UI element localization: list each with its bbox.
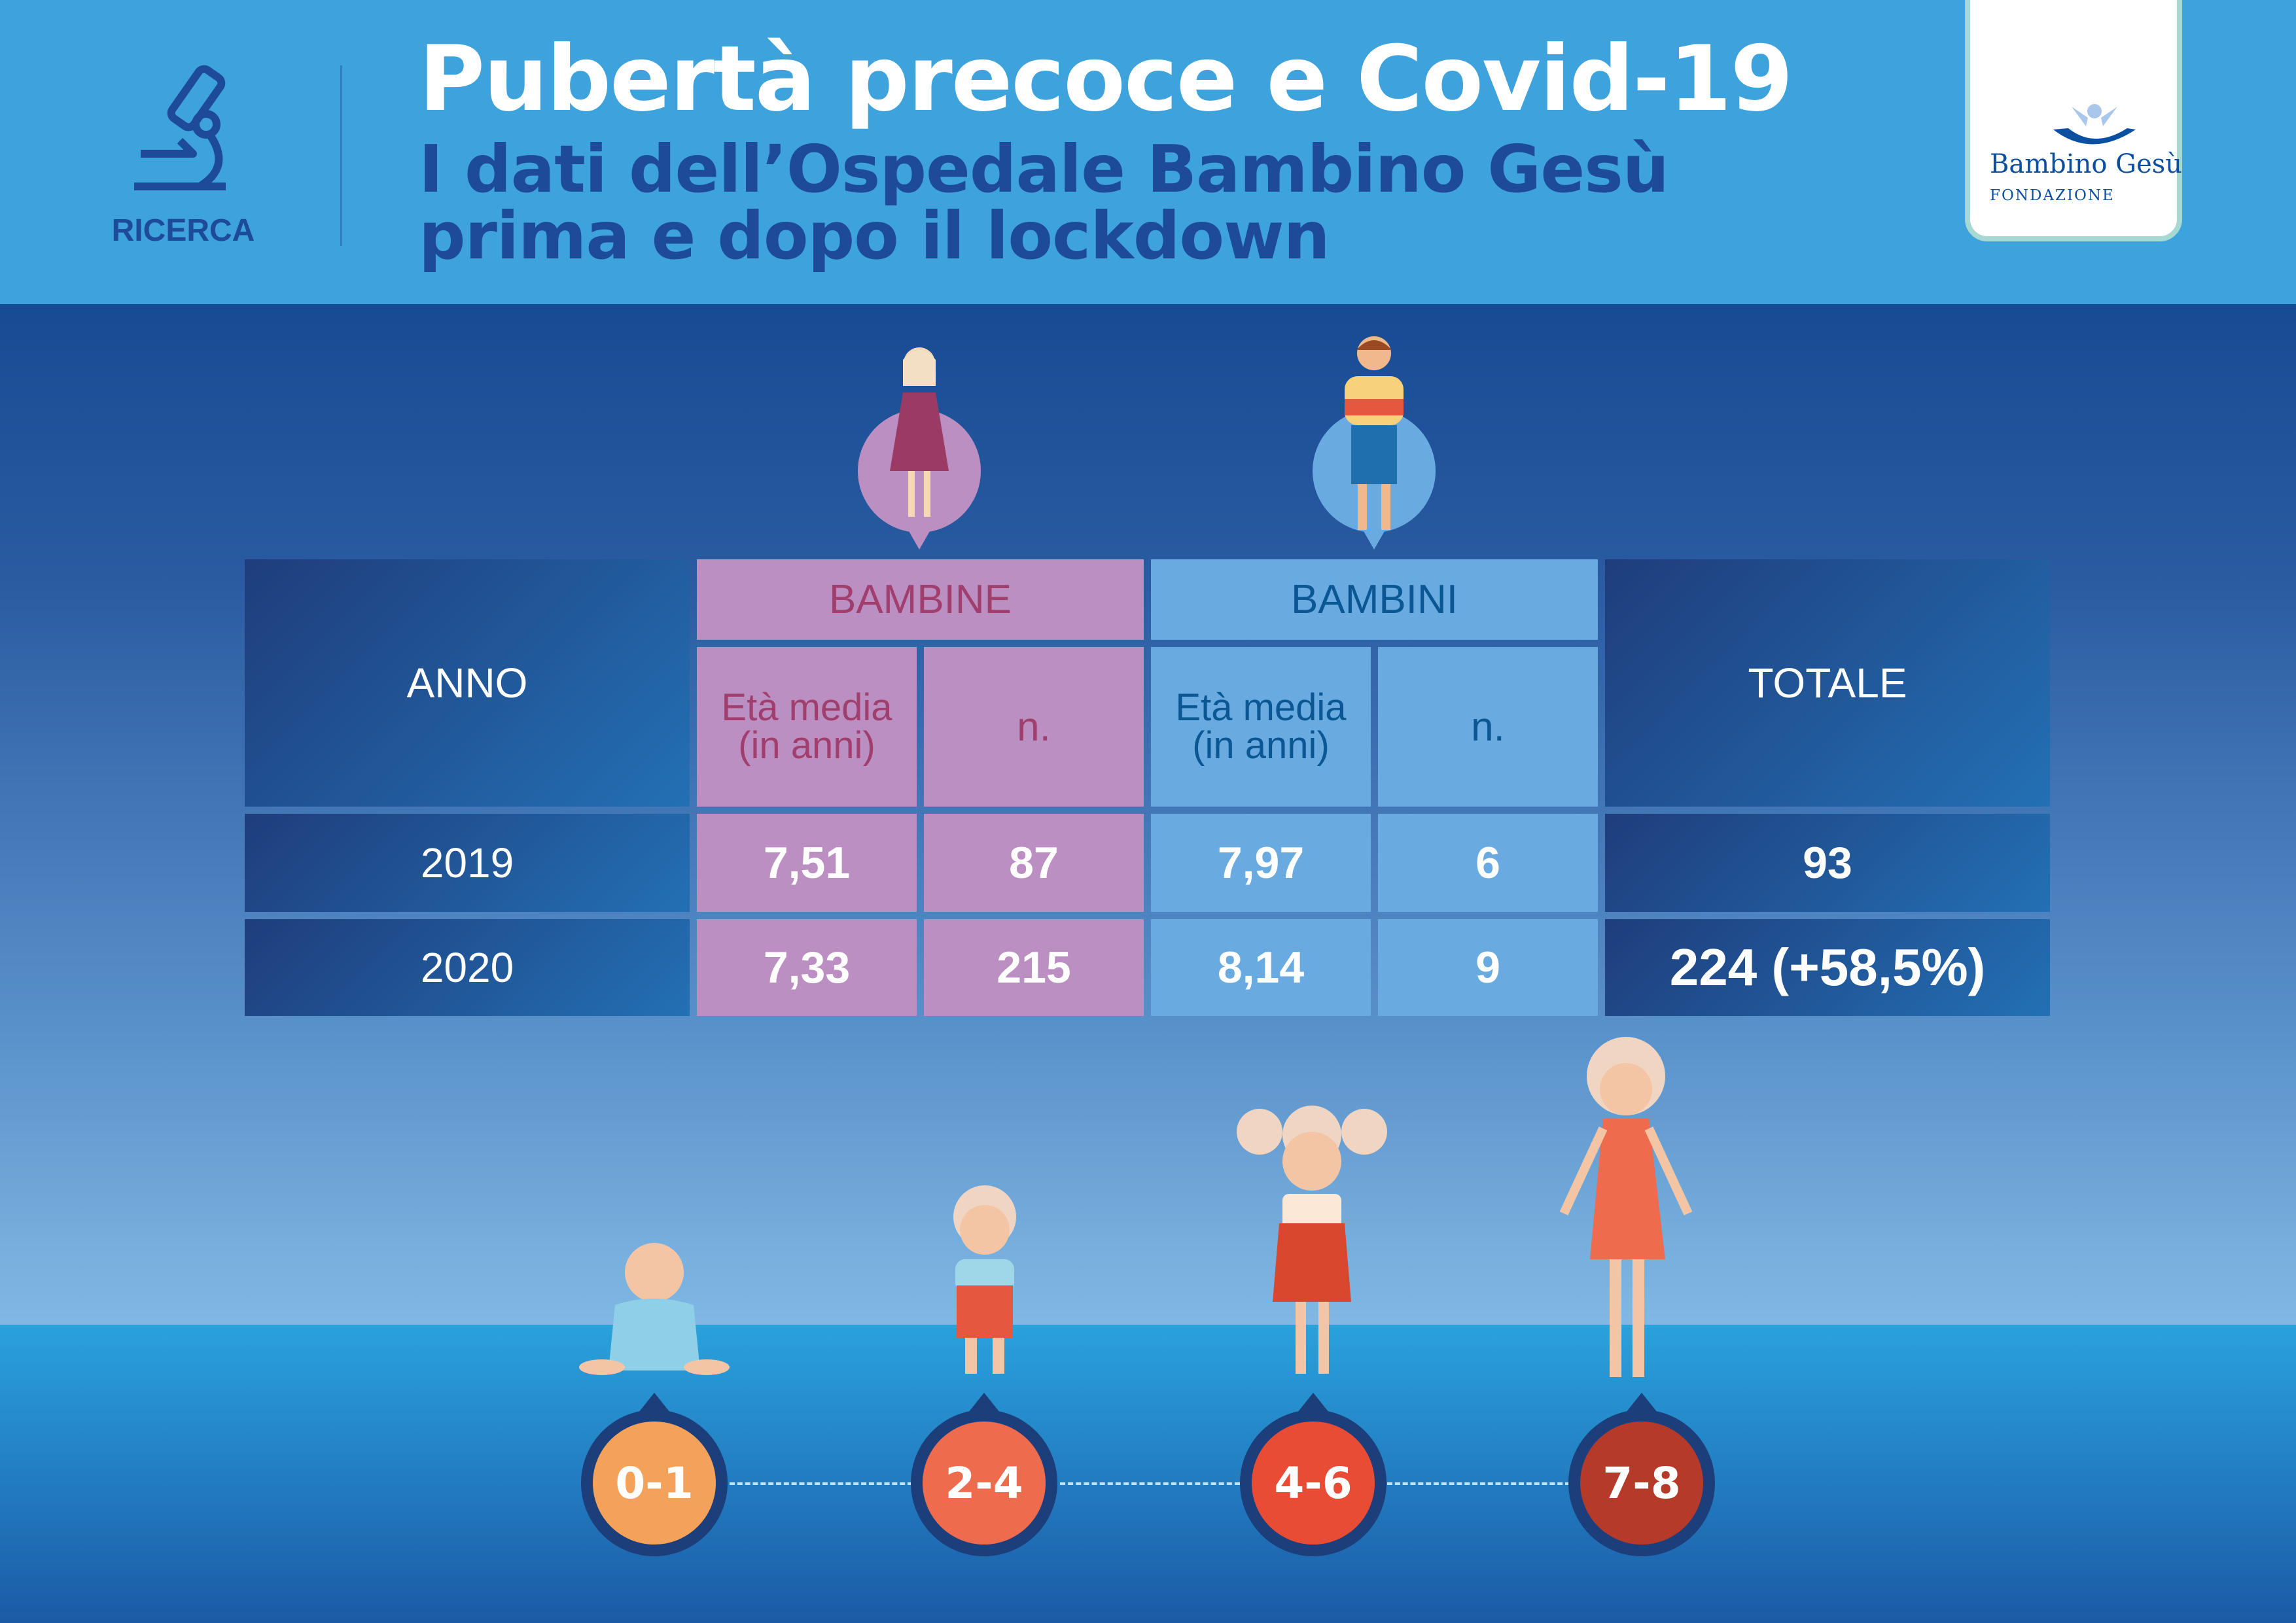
- subtitle-line1: I dati dell’Ospedale Bambino Gesù: [419, 131, 1669, 207]
- page-title: Pubertà precoce e Covid-19: [419, 26, 1793, 131]
- toddler-figure-icon: [953, 1185, 1016, 1374]
- age-label: 4-6: [1252, 1422, 1375, 1544]
- subheader-boys-n: n.: [1378, 647, 1598, 807]
- logo-name: Bambino Gesù: [1990, 149, 2183, 179]
- subtitle-line2: prima e dopo il lockdown: [419, 198, 1330, 274]
- baby-figure-icon: [579, 1243, 730, 1375]
- timeline-connector: [1387, 1482, 1570, 1485]
- subheader-girls-n: n.: [924, 647, 1144, 807]
- age-badge-4-6: 4-6: [1240, 1393, 1386, 1556]
- row-2019-year: 2019: [245, 814, 690, 912]
- row-2019-girls-age: 7,51: [697, 814, 917, 912]
- timeline-connector: [730, 1482, 913, 1485]
- row-2019-total: 93: [1605, 814, 2050, 912]
- row-2020-year: 2020: [245, 919, 690, 1016]
- age-badge-0-1: 0-1: [581, 1393, 728, 1556]
- header-girls: BAMBINE: [697, 559, 1144, 640]
- age-label: 2-4: [923, 1422, 1046, 1544]
- row-2019-girls-n: 87: [924, 814, 1144, 912]
- age-badge-7-8: 7-8: [1568, 1393, 1715, 1556]
- section-label: RICERCA: [111, 213, 255, 248]
- subheader-boys-age: Età media (in anni): [1151, 647, 1371, 807]
- bottom-band: [0, 1325, 2296, 1623]
- row-2020-boys-n: 9: [1378, 919, 1598, 1016]
- header-year: ANNO: [245, 559, 690, 807]
- age-label: 7-8: [1580, 1422, 1703, 1544]
- child-figure-icon: [1237, 1106, 1387, 1374]
- header-band: [0, 0, 2296, 304]
- header-total: TOTALE: [1605, 559, 2050, 807]
- subheader-girls-age: Età media (in anni): [697, 647, 917, 807]
- girl-figure-icon: [1559, 1037, 1693, 1377]
- row-2019-boys-n: 6: [1378, 814, 1598, 912]
- logo-subtitle: FONDAZIONE: [1990, 187, 2115, 204]
- row-2019-boys-age: 7,97: [1151, 814, 1371, 912]
- row-2020-total: 224 (+58,5%): [1605, 919, 2050, 1016]
- divider: [340, 65, 342, 246]
- logo-hands-icon: [2053, 104, 2136, 145]
- girl-pin-icon: [858, 347, 981, 550]
- age-label: 0-1: [593, 1422, 716, 1544]
- timeline-connector: [1060, 1482, 1240, 1485]
- row-2020-boys-age: 8,14: [1151, 919, 1371, 1016]
- header-boys: BAMBINI: [1151, 559, 1598, 640]
- logo-card: Bambino Gesù FONDAZIONE: [1965, 0, 2182, 241]
- age-badge-2-4: 2-4: [911, 1393, 1057, 1556]
- microscope-icon: [134, 65, 226, 190]
- boy-pin-icon: [1313, 336, 1436, 550]
- row-2020-girls-age: 7,33: [697, 919, 917, 1016]
- row-2020-girls-n: 215: [924, 919, 1144, 1016]
